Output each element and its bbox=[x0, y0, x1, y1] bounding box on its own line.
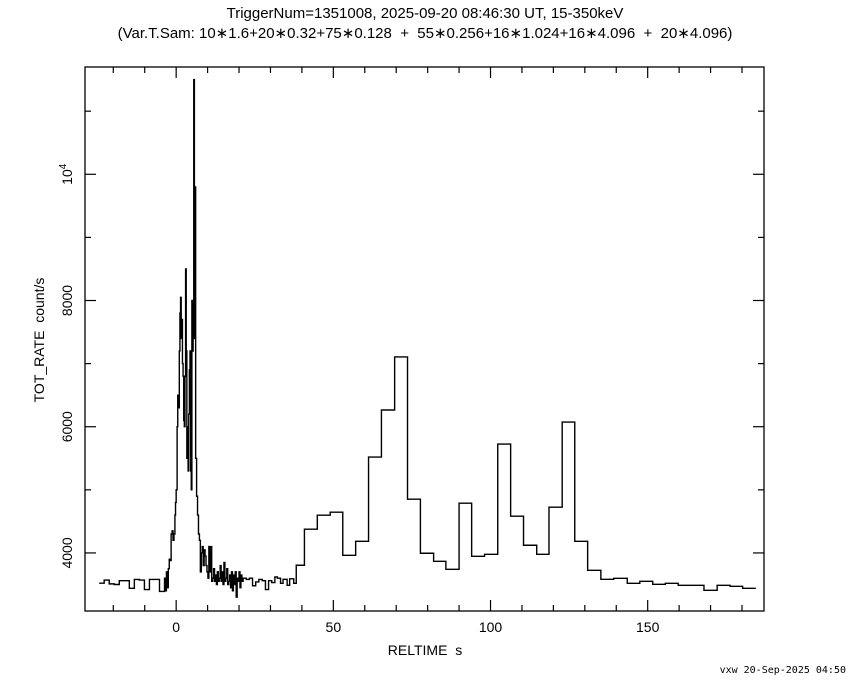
y-tick-label-exponent: 4 bbox=[58, 163, 69, 169]
y-tick-label: 104 bbox=[58, 163, 75, 185]
y-tick-label-text: 8000 bbox=[59, 285, 75, 316]
plot-frame bbox=[84, 66, 765, 612]
y-axis-label: TOT_RATE count/s bbox=[31, 278, 47, 403]
y-tick-label-text: 6000 bbox=[59, 411, 75, 442]
rate-step-line bbox=[99, 78, 756, 598]
y-tick-label: 6000 bbox=[59, 411, 75, 442]
series-group bbox=[99, 78, 756, 598]
x-tick-label: 150 bbox=[636, 619, 660, 635]
chart-subtitle: (Var.T.Sam: 10∗1.6+20∗0.32+75∗0.128 + 55… bbox=[118, 25, 733, 42]
y-tick-label: 4000 bbox=[59, 537, 75, 568]
y-tick-labels: 4000 6000 8000 104 bbox=[58, 163, 75, 568]
footer-timestamp: vxw 20-Sep-2025 04:50 bbox=[720, 665, 846, 676]
y-tick-label: 8000 bbox=[59, 285, 75, 316]
x-tick-labels: 0 50 100 150 bbox=[172, 619, 659, 635]
x-tick-label: 50 bbox=[326, 619, 342, 635]
x-axis-label: RELTIME s bbox=[388, 642, 462, 658]
x-tick-label: 100 bbox=[479, 619, 503, 635]
y-tick-label-text: 10 bbox=[59, 169, 75, 185]
x-tick-label: 0 bbox=[172, 619, 180, 635]
axis-ticks bbox=[85, 67, 764, 611]
y-tick-label-text: 4000 bbox=[59, 537, 75, 568]
chart-title: TriggerNum=1351008, 2025-09-20 08:46:30 … bbox=[227, 5, 624, 22]
